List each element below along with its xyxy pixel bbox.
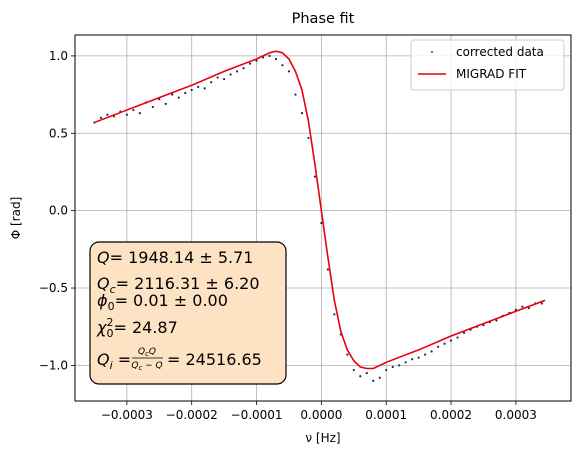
data-point (151, 105, 154, 109)
data-point (398, 364, 401, 367)
data-point (138, 112, 141, 115)
data-point (378, 376, 381, 379)
data-point (352, 368, 355, 372)
svg-text:Qi =: Qi = (97, 350, 131, 372)
data-point (372, 379, 375, 382)
legend: corrected data MIGRAD FIT (410, 39, 565, 91)
y-axis-ticks: 1.0 0.5 0.0 −0.5 −1.0 (39, 49, 75, 372)
annotation-line-qi: Qi = QcQ Qc − Q = 24516.65 (97, 347, 262, 372)
data-point (307, 136, 310, 140)
data-point (190, 88, 193, 92)
data-point (184, 91, 187, 95)
annotation-qi-value: = 24516.65 (167, 350, 262, 369)
y-axis-label: Φ [rad] (9, 197, 23, 240)
data-point (274, 57, 278, 61)
svg-text:QcQ: QcQ (138, 347, 156, 358)
data-point (171, 93, 174, 96)
fit-results-annotation: Q= 1948.14 ± 5.71 Qc= 2116.31 ± 6.20 ϕ0=… (89, 241, 287, 385)
data-point (424, 353, 427, 356)
x-tick-label: −0.0001 (231, 408, 283, 422)
data-point (268, 54, 271, 57)
data-point (313, 175, 316, 178)
data-point (242, 67, 245, 70)
data-point (99, 116, 103, 119)
data-point (197, 85, 200, 88)
data-point (436, 345, 440, 348)
data-point (125, 113, 128, 116)
data-point (385, 368, 388, 372)
chart-title: Phase fit (292, 11, 355, 27)
data-point (365, 372, 368, 375)
data-point (132, 108, 135, 112)
y-tick-label: −0.5 (39, 281, 68, 295)
data-point (235, 70, 239, 73)
x-tick-label: 0.0002 (430, 408, 472, 422)
data-point (300, 112, 304, 115)
data-point (527, 307, 530, 310)
y-tick-label: −1.0 (39, 358, 68, 372)
legend-box (410, 39, 565, 91)
data-point (540, 302, 543, 305)
x-tick-label: 0.0000 (300, 408, 342, 422)
plot-frame (74, 34, 572, 402)
annotation-box (89, 241, 287, 385)
data-points (93, 54, 543, 382)
x-axis-ticks: −0.0003 −0.0002 −0.0001 0.0000 0.0001 0.0002 0… (101, 401, 537, 422)
data-point (320, 221, 323, 225)
data-point (462, 331, 466, 335)
legend-marker-data (431, 51, 433, 53)
annotation-line-qc: Qc= 2116.31 ± 6.20 (97, 274, 260, 296)
data-point (404, 361, 407, 364)
data-point (248, 62, 252, 65)
x-tick-label: −0.0003 (101, 408, 153, 422)
y-tick-label: 0.5 (49, 126, 68, 140)
x-axis-label: ν [Hz] (305, 431, 340, 445)
legend-label-fit: MIGRAD FIT (456, 67, 527, 81)
x-tick-label: 0.0003 (495, 408, 537, 422)
data-point (203, 87, 206, 90)
data-point (411, 358, 414, 361)
data-point (294, 93, 297, 96)
data-point (495, 319, 498, 322)
annotation-line-q: Q= 1948.14 ± 5.71 (97, 248, 253, 267)
data-point (223, 78, 226, 81)
data-point (359, 375, 362, 378)
x-tick-label: 0.0001 (365, 408, 407, 422)
data-point (449, 339, 453, 342)
annotation-line-phi: ϕ0= 0.01 ± 0.00 (97, 291, 228, 313)
data-point (287, 70, 291, 73)
x-tick-label: −0.0002 (166, 408, 218, 422)
data-point (346, 353, 349, 356)
legend-label-data: corrected data (456, 45, 544, 59)
annotation-line-chi: χ02= 24.87 (96, 316, 178, 340)
y-tick-label: 1.0 (49, 49, 68, 63)
data-point (333, 313, 336, 316)
fit-curve (94, 50, 546, 370)
data-point (521, 305, 524, 308)
data-point (210, 81, 213, 84)
data-point (164, 102, 167, 105)
data-point (106, 113, 109, 116)
data-point (229, 73, 232, 76)
data-point (430, 350, 433, 353)
fit-line (94, 50, 546, 370)
data-point (216, 76, 219, 79)
data-point (177, 96, 180, 99)
data-point (281, 64, 284, 67)
data-point (456, 336, 459, 339)
data-point (391, 365, 394, 369)
data-point (326, 268, 329, 271)
data-point (443, 342, 446, 345)
svg-text:Qc − Q: Qc − Q (131, 361, 162, 372)
data-point (417, 356, 420, 359)
y-tick-label: 0.0 (49, 204, 68, 218)
